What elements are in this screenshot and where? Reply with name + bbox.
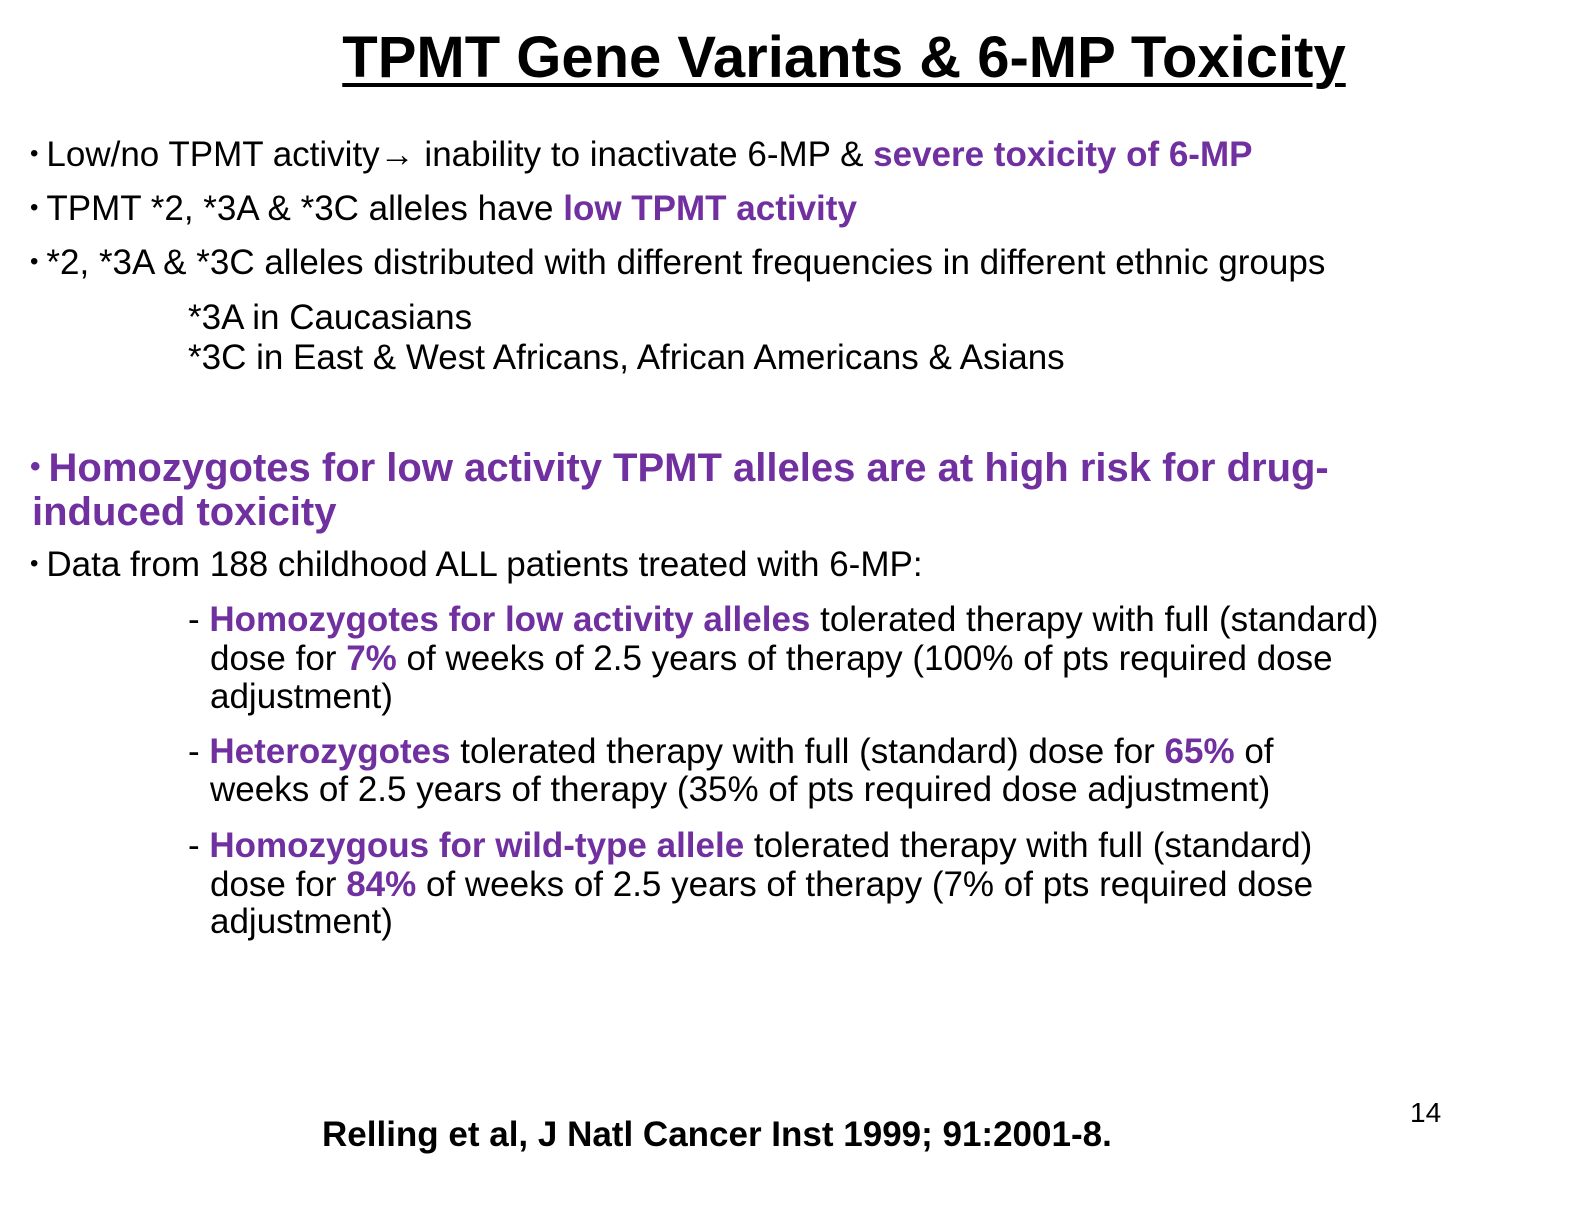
bullet-low-tpmt: • Low/no TPMT activity→ inability to inac… — [30, 135, 1253, 174]
bullet-ethnic-distribution: • *2, *3A & *3C alleles distributed with … — [30, 243, 1326, 282]
slide-title: TPMT Gene Variants & 6-MP Toxicity — [342, 25, 1346, 90]
dash-item-wild-type: - Homozygous for wild-type allele tolera… — [188, 826, 1313, 865]
bullet-dot: • — [30, 549, 39, 577]
ethnic-line-3c: *3C in East & West Africans, African Ame… — [188, 338, 1065, 377]
bullet-homozygotes-risk-cont: induced toxicity — [32, 490, 337, 534]
dash-item-homozygotes-low: - Homozygotes for low activity alleles t… — [188, 600, 1379, 639]
dash-item-homozygotes-low-line2: dose for 7% of weeks of 2.5 years of the… — [210, 639, 1333, 678]
ethnic-line-3a: *3A in Caucasians — [188, 298, 473, 337]
bullet-dot: • — [30, 193, 39, 221]
arrow-icon: → — [379, 135, 415, 174]
bullet-dot: • — [30, 450, 41, 484]
bullet-dot: • — [30, 139, 39, 167]
dash-item-heterozygotes: - Heterozygotes tolerated therapy with f… — [188, 732, 1274, 771]
citation: Relling et al, J Natl Cancer Inst 1999; … — [322, 1115, 1112, 1154]
dash-item-wild-type-line2: dose for 84% of weeks of 2.5 years of th… — [210, 865, 1314, 904]
bullet-dot: • — [30, 247, 39, 275]
dash-item-homozygotes-low-line3: adjustment) — [210, 677, 393, 716]
dash-item-wild-type-line3: adjustment) — [210, 902, 393, 941]
dash-item-heterozygotes-line2: weeks of 2.5 years of therapy (35% of pt… — [210, 770, 1271, 809]
bullet-alleles-activity: • TPMT *2, *3A & *3C alleles have low TPM… — [30, 189, 857, 228]
page-number: 14 — [1410, 1097, 1442, 1128]
bullet-data-source: • Data from 188 childhood ALL patients tr… — [30, 545, 923, 584]
bullet-homozygotes-risk: • Homozygotes for low activity TPMT allel… — [30, 446, 1329, 490]
